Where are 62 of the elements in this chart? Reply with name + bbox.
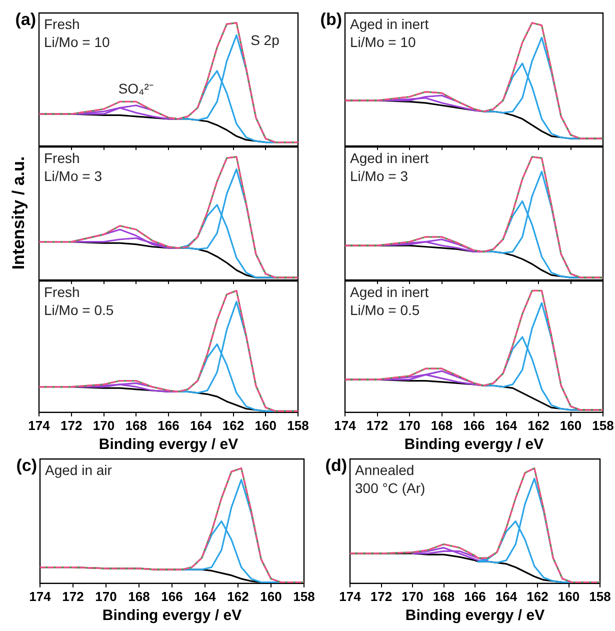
- x-tick-label: 166: [161, 588, 183, 604]
- chart-title: (c): [16, 456, 37, 476]
- x-tick-label: 168: [125, 418, 147, 433]
- annotation: SO₄²⁻: [118, 80, 154, 97]
- annotation: Fresh: [44, 150, 80, 166]
- x-tick-label: 160: [558, 588, 580, 604]
- annotation: Li/Mo = 0.5: [44, 302, 114, 318]
- x-tick-label: 172: [366, 418, 388, 433]
- x-tick-label: 166: [158, 418, 180, 433]
- annotation: Aged in inert: [350, 16, 429, 32]
- x-tick-label: 158: [592, 418, 614, 433]
- annotation: Li/Mo = 3: [350, 168, 408, 184]
- annotation: Li/Mo = 10: [350, 34, 416, 50]
- x-axis-title: Binding evergy / eV: [102, 607, 242, 624]
- x-tick-label: 174: [334, 418, 357, 433]
- x-tick-label: 170: [92, 418, 115, 433]
- x-tick-label: 174: [29, 588, 52, 604]
- chart-title: (b): [320, 10, 342, 30]
- x-tick-label: 170: [95, 588, 117, 604]
- x-tick-label: 160: [260, 588, 282, 604]
- x-tick-label: 168: [128, 588, 150, 604]
- x-tick-label: 166: [463, 418, 485, 433]
- annotation: 300 °C (Ar): [355, 480, 426, 496]
- x-tick-label: 160: [560, 418, 582, 433]
- x-axis-title: Binding evergy / eV: [404, 436, 544, 454]
- x-axis-title: Binding evergy / eV: [405, 607, 545, 624]
- x-tick-label: 168: [432, 588, 455, 604]
- x-tick-label: 158: [293, 588, 315, 604]
- x-tick-label: 164: [190, 418, 212, 433]
- y-axis-title: Intensity / a.u.: [9, 156, 29, 270]
- annotation: Aged in air: [45, 462, 112, 478]
- x-tick-label: 168: [430, 418, 453, 433]
- x-tick-label: 158: [287, 418, 309, 433]
- x-tick-label: 162: [227, 588, 249, 604]
- annotation: Aged in inert: [350, 284, 429, 300]
- x-tick-label: 174: [28, 418, 51, 433]
- annotation: Annealed: [355, 462, 414, 478]
- chart-title: (d): [325, 456, 347, 476]
- x-tick-label: 166: [464, 588, 486, 604]
- annotation: S 2p: [250, 32, 280, 48]
- x-tick-label: 174: [339, 588, 362, 604]
- x-tick-label: 164: [194, 588, 217, 604]
- x-tick-label: 160: [254, 418, 276, 433]
- x-tick-label: 162: [528, 418, 550, 433]
- x-tick-label: 170: [398, 418, 420, 433]
- x-tick-label: 158: [589, 588, 611, 604]
- chart-title: (a): [15, 10, 36, 30]
- annotation: Li/Mo = 3: [44, 168, 102, 184]
- x-tick-label: 172: [370, 588, 392, 604]
- annotation: Li/Mo = 10: [44, 34, 110, 50]
- x-tick-label: 164: [495, 418, 518, 433]
- annotation: Fresh: [44, 284, 80, 300]
- annotation: Fresh: [44, 16, 80, 32]
- x-tick-label: 172: [60, 418, 82, 433]
- x-tick-label: 162: [526, 588, 548, 604]
- x-axis-title: Binding evergy / eV: [98, 436, 238, 454]
- annotation: Aged in inert: [350, 150, 429, 166]
- x-tick-label: 164: [495, 588, 518, 604]
- x-tick-label: 172: [62, 588, 84, 604]
- annotation: Li/Mo = 0.5: [350, 302, 420, 318]
- x-tick-label: 162: [222, 418, 244, 433]
- x-tick-label: 170: [402, 588, 424, 604]
